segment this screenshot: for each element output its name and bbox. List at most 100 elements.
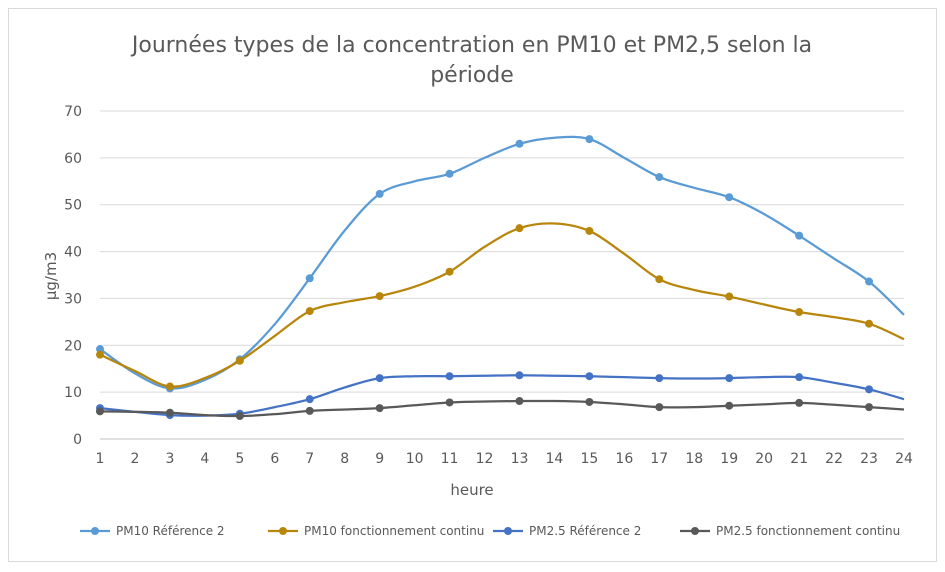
y-tick-label: 20 <box>64 338 82 354</box>
data-point-marker <box>795 308 804 317</box>
y-tick-label: 0 <box>73 432 82 448</box>
legend-label: PM10 fonctionnement continu <box>304 524 484 538</box>
data-point-marker <box>795 231 804 240</box>
legend-item: PM10 fonctionnement continu <box>268 524 484 538</box>
data-point-marker <box>865 385 874 394</box>
legend-label: PM10 Référence 2 <box>116 524 225 538</box>
x-tick-label: 19 <box>720 451 738 467</box>
data-point-marker <box>375 374 384 383</box>
data-point-marker <box>305 307 314 316</box>
y-tick-label: 30 <box>64 291 82 307</box>
x-tick-label: 12 <box>476 451 494 467</box>
x-tick-label: 21 <box>790 451 808 467</box>
y-tick-label: 60 <box>64 151 82 167</box>
y-axis-label: µg/m3 <box>42 252 60 300</box>
x-tick-label: 5 <box>235 451 244 467</box>
x-tick-label: 13 <box>511 451 529 467</box>
data-point-marker <box>795 398 804 407</box>
data-point-marker <box>585 372 594 381</box>
x-tick-label: 1 <box>96 451 105 467</box>
y-tick-label: 10 <box>64 385 82 401</box>
data-point-marker <box>375 189 384 198</box>
data-point-marker <box>375 404 384 413</box>
x-axis-label: heure <box>450 481 493 499</box>
legend-swatch-marker <box>279 527 287 535</box>
data-point-marker <box>445 372 454 381</box>
data-point-marker <box>165 408 174 417</box>
data-point-marker <box>725 292 734 301</box>
data-point-marker <box>515 371 524 380</box>
data-point-marker <box>445 398 454 407</box>
x-tick-label: 3 <box>165 451 174 467</box>
data-point-marker <box>585 135 594 144</box>
data-point-marker <box>865 319 874 328</box>
data-point-marker <box>865 403 874 412</box>
data-point-marker <box>655 403 664 412</box>
data-point-marker <box>515 139 524 148</box>
x-tick-label: 16 <box>615 451 633 467</box>
legend-item: PM2.5 fonctionnement continu <box>680 524 900 538</box>
data-point-marker <box>305 395 314 404</box>
gridlines <box>100 110 904 393</box>
x-tick-label: 15 <box>580 451 598 467</box>
x-tick-label: 2 <box>130 451 139 467</box>
data-point-marker <box>96 345 104 354</box>
legend-label: PM2.5 Référence 2 <box>529 524 641 538</box>
y-tick-label: 50 <box>64 198 82 214</box>
x-tick-label: 18 <box>685 451 703 467</box>
legend-item: PM10 Référence 2 <box>80 524 225 538</box>
series-2 <box>96 222 905 391</box>
data-point-marker <box>515 397 524 406</box>
data-point-marker <box>725 193 734 202</box>
series-1 <box>96 135 905 393</box>
y-tick-label: 40 <box>64 245 82 261</box>
data-point-marker <box>865 277 874 286</box>
x-tick-label: 4 <box>200 451 209 467</box>
series-4 <box>96 397 905 421</box>
legend-swatch-marker <box>504 527 512 535</box>
data-point-marker <box>96 407 104 416</box>
x-tick-label: 11 <box>441 451 459 467</box>
legend-swatch-marker <box>91 527 99 535</box>
series-line <box>99 135 905 390</box>
data-point-marker <box>795 373 804 382</box>
series-line <box>99 374 905 417</box>
series-group <box>96 135 905 421</box>
data-point-marker <box>655 173 664 182</box>
x-tick-label: 10 <box>406 451 424 467</box>
legend: PM10 Référence 2 PM10 fonctionnement cont… <box>80 524 900 538</box>
x-tick-label: 17 <box>650 451 668 467</box>
x-tick-label: 7 <box>305 451 314 467</box>
chart-title-line2: période <box>430 63 514 88</box>
y-axis-ticks: 0 10 20 30 40 50 60 70 <box>64 104 82 448</box>
data-point-marker <box>655 374 664 383</box>
x-axis-ticks: 1 2 3 4 5 6 7 8 9 10 11 12 13 14 15 16 17 18 19 20 21 22 23 24 <box>96 451 913 467</box>
series-line <box>99 399 905 418</box>
data-point-marker <box>585 397 594 406</box>
data-point-marker <box>235 412 244 421</box>
x-tick-label: 9 <box>375 451 384 467</box>
data-point-marker <box>375 292 384 301</box>
chart-title-line1: Journées types de la concentration en PM… <box>130 33 812 58</box>
y-tick-label: 70 <box>64 104 82 120</box>
series-3 <box>96 371 905 420</box>
chart-frame <box>8 8 937 562</box>
data-point-marker <box>655 275 664 284</box>
x-tick-label: 20 <box>755 451 773 467</box>
data-point-marker <box>585 226 594 235</box>
legend-label: PM2.5 fonctionnement continu <box>716 524 900 538</box>
x-tick-label: 8 <box>340 451 349 467</box>
x-tick-label: 14 <box>546 451 564 467</box>
x-tick-label: 22 <box>825 451 843 467</box>
x-tick-label: 6 <box>270 451 279 467</box>
data-point-marker <box>445 169 454 178</box>
data-point-marker <box>725 401 734 410</box>
x-tick-label: 24 <box>895 451 913 467</box>
series-line <box>99 222 905 388</box>
legend-item: PM2.5 Référence 2 <box>493 524 641 538</box>
data-point-marker <box>445 267 454 276</box>
data-point-marker <box>515 224 524 233</box>
data-point-marker <box>165 382 174 391</box>
x-tick-label: 23 <box>860 451 878 467</box>
